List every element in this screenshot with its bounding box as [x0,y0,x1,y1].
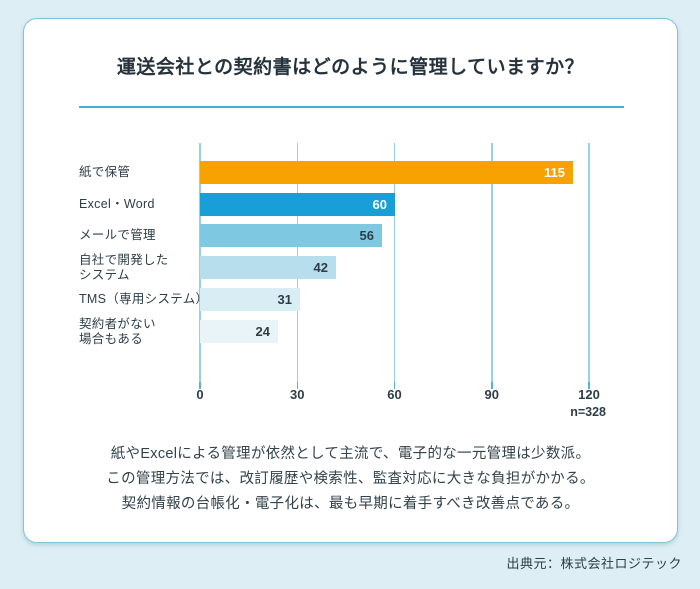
gridline [393,143,396,382]
axis-tick [491,382,493,389]
category-label: Excel・Word [79,197,155,211]
category-label: メールで管理 [79,228,156,242]
bar-value-label: 31 [277,292,292,307]
bar-value-label: 60 [372,197,387,212]
category-label: 契約者がない 場合もある [79,316,156,346]
summary-line: 契約情報の台帳化・電子化は、最も早期に着手すべき改善点である。 [121,496,580,512]
bar-chart-plot: 0 30 60 90 120 115 60 56 42 31 24 n=328 [196,143,606,419]
bar: 60 [200,193,395,216]
source-attribution: 出典元：株式会社ロジテック [506,556,682,571]
x-axis-tick-label: 60 [387,387,402,402]
bar: 42 [200,256,336,279]
x-axis-tick-label: 30 [290,387,305,402]
chart-title: 運送会社との契約書はどのように管理していますか？ [116,57,585,78]
category-label: TMS（専用システム） [79,292,209,306]
x-axis-tick-label: 90 [484,387,499,402]
bar-value-label: 42 [313,260,328,275]
bar-value-label: 115 [544,165,565,180]
summary-line: この管理方法では、改訂履歴や検索性、監査対応に大きな負担がかかる。 [106,471,595,487]
x-axis-tick-label: 0 [196,387,204,402]
gridline [588,143,590,382]
axis-tick [199,382,201,389]
x-axis-tick-label: 120 [578,387,600,402]
summary-text: 紙やExcelによる管理が依然として主流で、電子的な一元管理は少数派。 この管理方… [24,442,677,517]
bar: 56 [200,224,382,247]
bar: 24 [200,320,278,343]
gridline [491,143,493,382]
summary-line: 紙やExcelによる管理が依然として主流で、電子的な一元管理は少数派。 [110,446,591,462]
category-label: 自社で開発した システム [79,252,169,282]
category-labels: 紙で保管 Excel・Word メールで管理自社で開発した システム TMS（専用システ… [79,143,208,382]
category-label: 紙で保管 [79,165,131,179]
axis-tick [393,382,396,389]
title-divider [79,106,624,108]
bar: 115 [200,161,573,184]
sample-size-label: n=328 [570,405,606,419]
axis-tick [588,382,590,389]
bar-value-label: 56 [359,228,374,243]
survey-chart-card: 運送会社との契約書はどのように管理していますか？ 0 30 60 90 120 115 60… [23,18,678,543]
bar-value-label: 24 [255,324,270,339]
axis-tick [296,382,298,389]
bar: 31 [200,288,300,311]
